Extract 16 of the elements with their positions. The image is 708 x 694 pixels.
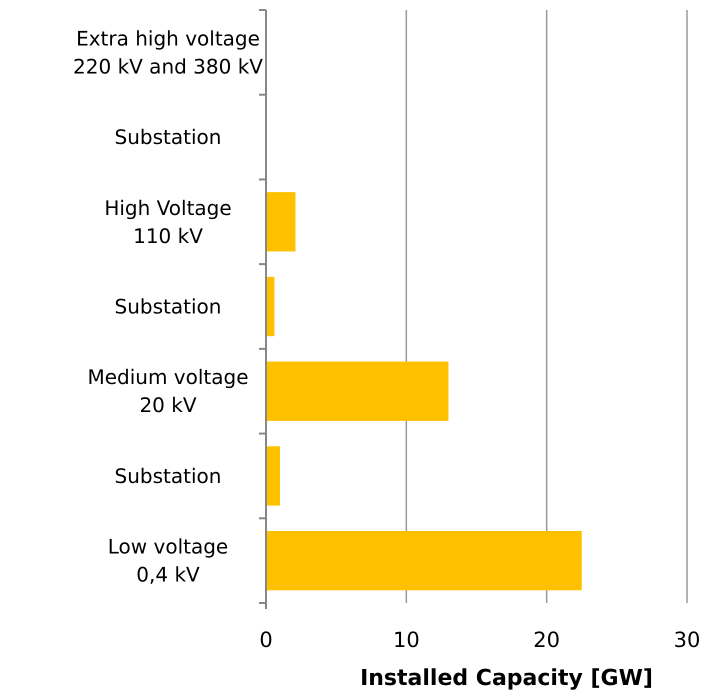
y-tick-label: High Voltage 110 kV: [104, 196, 232, 248]
y-tick-label: Substation: [114, 464, 222, 488]
y-tick-label: Extra high voltage 220 kV and 380 kV: [73, 26, 264, 78]
x-tick-label: 10: [392, 628, 420, 652]
y-tick-label: Medium voltage 20 kV: [87, 365, 249, 418]
bar: [266, 446, 280, 506]
bar: [266, 362, 448, 421]
y-tick-label: Low voltage 0,4 kV: [108, 534, 228, 587]
x-tick-label: 20: [533, 628, 560, 652]
bar: [266, 192, 296, 252]
x-tick-label: 0: [259, 628, 273, 652]
y-tick-label: Substation: [114, 294, 222, 318]
x-tick-label: 30: [674, 628, 700, 652]
y-tick-label: Substation: [114, 125, 222, 150]
x-axis-title: Installed Capacity [GW]: [360, 666, 653, 691]
bar: [266, 530, 582, 590]
